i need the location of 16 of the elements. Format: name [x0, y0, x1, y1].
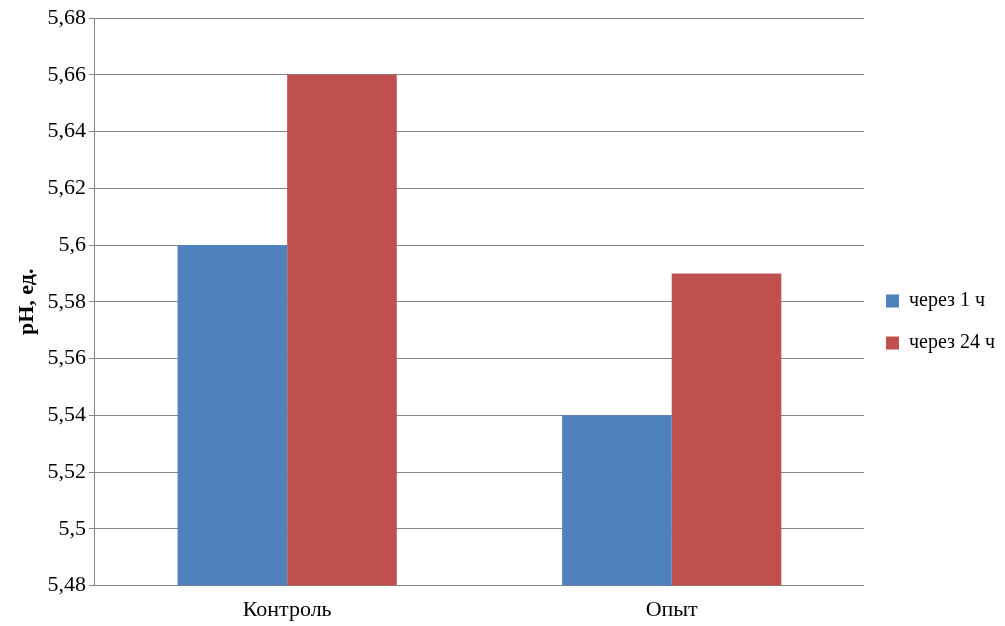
y-tick-label: 5,52 [47, 457, 86, 483]
y-tick-label: 5,48 [47, 571, 86, 597]
x-tick-label: Опыт [645, 595, 699, 621]
y-tick-label: 5,64 [47, 117, 86, 143]
y-tick-label: 5,56 [47, 344, 86, 370]
y-tick-label: 5,58 [47, 287, 86, 313]
y-tick-label: 5,68 [47, 3, 86, 29]
y-tick-label: 5,6 [58, 230, 86, 256]
y-tick-label: 5,66 [47, 60, 86, 86]
x-tick-label: Контроль [242, 595, 332, 621]
legend-label: через 24 ч [908, 330, 995, 354]
legend-label: через 1 ч [908, 288, 985, 312]
y-tick-label: 5,5 [58, 514, 86, 540]
y-tick-label: 5,62 [47, 174, 86, 200]
y-tick-label: 5,54 [47, 401, 86, 427]
y-axis-title: pH, ед. [12, 268, 38, 336]
